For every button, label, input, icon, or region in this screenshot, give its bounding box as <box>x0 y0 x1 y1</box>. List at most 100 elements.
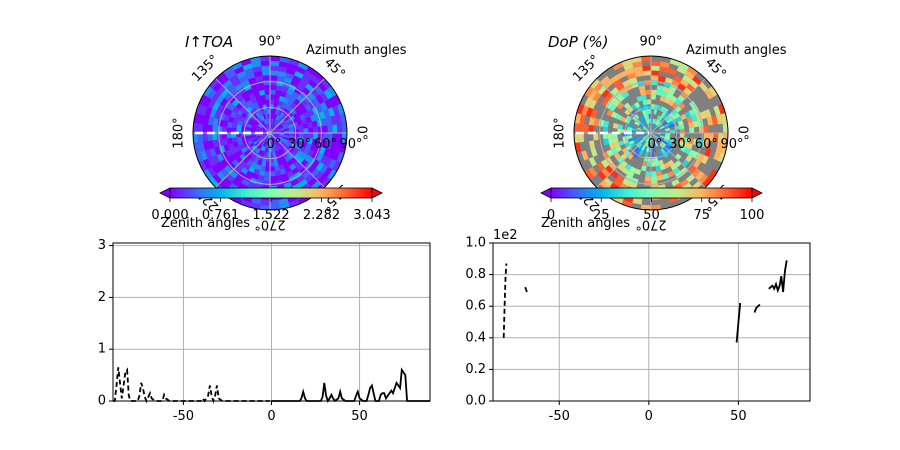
heatmap-cell <box>262 146 267 152</box>
heatmap-cell <box>646 113 650 120</box>
heatmap-cell <box>332 105 340 116</box>
heatmap-cell <box>249 103 256 111</box>
heatmap-cell <box>271 137 275 142</box>
heatmap-cell <box>671 79 680 88</box>
heatmap-cell <box>704 89 714 100</box>
heatmap-cell <box>318 146 326 156</box>
polar-title-dop: DoP (%) <box>548 33 609 51</box>
heatmap-cell <box>242 121 248 127</box>
heatmap-cell <box>251 198 262 205</box>
heatmap-cell <box>631 130 637 133</box>
heatmap-cell <box>641 133 647 136</box>
heatmap-cell <box>270 123 273 129</box>
heatmap-cell <box>219 97 229 107</box>
heatmap-cell <box>648 123 651 129</box>
heatmap-cell <box>289 133 295 137</box>
heatmap-cell <box>665 150 672 156</box>
heatmap-cell <box>256 135 262 139</box>
heatmap-cell <box>207 99 216 110</box>
heatmap-cell <box>252 113 259 120</box>
heatmap-cell <box>658 137 664 142</box>
heatmap-cell <box>630 110 637 116</box>
heatmap-cell <box>277 124 283 129</box>
heatmap-cell <box>602 126 609 133</box>
heatmap-cell <box>640 139 646 145</box>
heatmap-cell <box>272 141 276 147</box>
heatmap-cell <box>234 113 241 121</box>
heatmap-cell <box>242 156 250 164</box>
heatmap-cell <box>633 146 640 153</box>
heatmap-cell <box>305 142 312 150</box>
heatmap-cell <box>270 60 280 67</box>
heatmap-cell <box>290 156 298 164</box>
heatmap-cell <box>281 140 287 145</box>
heatmap-cell <box>290 178 299 187</box>
heatmap-cell <box>264 124 268 130</box>
heatmap-cell <box>232 141 239 148</box>
zenith-tick-label: 30° <box>288 137 311 152</box>
heatmap-cell <box>258 122 264 128</box>
y-tick-label: 0.4 <box>465 330 486 345</box>
heatmap-cell <box>323 166 333 177</box>
heatmap-cell <box>642 160 648 167</box>
heatmap-cell <box>250 162 258 169</box>
heatmap-cell <box>243 109 250 116</box>
heatmap-cell <box>632 136 638 141</box>
heatmap-cell <box>274 109 280 116</box>
heatmap-cell <box>673 112 681 119</box>
heatmap-cell <box>654 119 659 125</box>
heatmap-cell <box>260 133 266 136</box>
heatmap-cell <box>202 133 208 142</box>
heatmap-cell <box>315 104 324 113</box>
heatmap-cell <box>661 141 667 147</box>
heatmap-cell <box>275 174 283 181</box>
heatmap-cell <box>228 74 239 84</box>
heatmap-cell <box>667 67 677 76</box>
heatmap-cell <box>684 70 695 80</box>
heatmap-cell <box>617 70 628 79</box>
heatmap-cell <box>244 145 251 151</box>
heatmap-cell <box>636 148 642 154</box>
heatmap-cell <box>642 65 651 71</box>
heatmap-cell <box>645 119 649 125</box>
heatmap-cell <box>264 94 270 100</box>
heatmap-cell <box>209 109 217 119</box>
heatmap-cell <box>676 116 683 122</box>
heatmap-cell <box>207 156 216 167</box>
heatmap-cell <box>280 119 286 125</box>
heatmap-cell <box>267 147 270 153</box>
heatmap-cell <box>275 139 281 145</box>
heatmap-cell <box>678 136 685 142</box>
x-tick-label: 0 <box>267 409 275 424</box>
heatmap-cell <box>260 129 266 132</box>
heatmap-cell <box>593 133 599 141</box>
heatmap-cell <box>263 80 270 86</box>
heatmap-cell <box>246 126 252 131</box>
heatmap-cell <box>241 178 250 187</box>
heatmap-cell <box>336 123 343 133</box>
heatmap-cell <box>243 95 251 103</box>
heatmap-cell <box>242 139 248 145</box>
heatmap-cell <box>651 75 659 81</box>
heatmap-cell <box>289 129 295 133</box>
heatmap-cell <box>273 160 279 167</box>
heatmap-cell <box>644 151 649 157</box>
heatmap-cell <box>229 147 237 155</box>
heatmap-cell <box>243 150 250 157</box>
heatmap-cell <box>682 141 689 148</box>
y-tick-label: 2 <box>98 290 106 305</box>
heatmap-cell <box>261 128 266 132</box>
y-tick-label: 3 <box>98 238 106 253</box>
heatmap-cell <box>655 134 661 137</box>
heatmap-cell <box>265 99 270 105</box>
heatmap-cell <box>284 92 292 100</box>
heatmap-cell <box>258 105 264 111</box>
heatmap-cell <box>293 105 301 113</box>
heatmap-cell <box>655 140 660 146</box>
heatmap-cell <box>279 153 285 160</box>
heatmap-cell <box>642 120 647 126</box>
heatmap-cell <box>656 115 661 121</box>
heatmap-cell <box>207 133 213 142</box>
heatmap-cell <box>248 166 256 174</box>
heatmap-cell <box>674 153 682 161</box>
